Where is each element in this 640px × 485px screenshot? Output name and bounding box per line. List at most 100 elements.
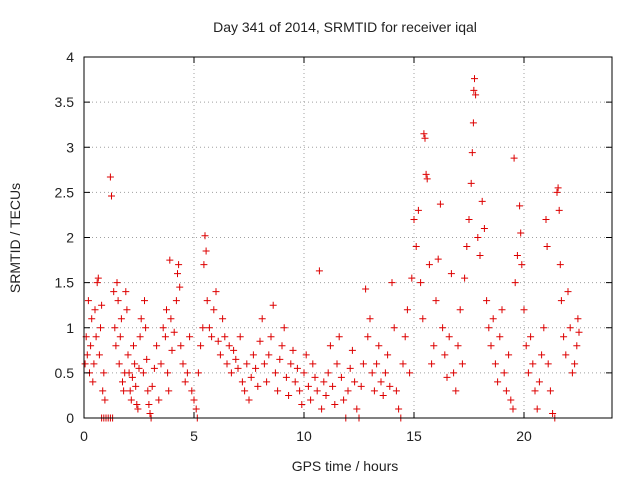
data-point xyxy=(373,360,381,368)
data-point xyxy=(123,306,131,314)
data-point xyxy=(560,333,568,341)
data-point xyxy=(97,324,104,332)
data-point xyxy=(254,382,262,390)
data-point xyxy=(556,261,564,269)
data-point xyxy=(471,75,478,83)
data-point xyxy=(177,342,185,350)
data-point xyxy=(470,86,478,94)
data-point xyxy=(93,279,101,287)
data-point xyxy=(89,378,97,386)
data-point xyxy=(573,342,581,350)
data-point xyxy=(370,387,378,395)
data-point xyxy=(247,373,255,381)
data-point xyxy=(408,274,416,282)
data-point xyxy=(115,360,123,368)
data-point xyxy=(375,342,383,350)
data-point xyxy=(331,400,339,408)
data-point xyxy=(108,192,115,200)
data-point xyxy=(164,369,172,377)
data-point xyxy=(165,387,173,395)
data-point xyxy=(511,279,519,287)
data-point xyxy=(293,364,301,372)
data-point xyxy=(113,279,121,287)
y-tick-label: 3.5 xyxy=(55,94,75,110)
data-point xyxy=(496,333,504,341)
data-point xyxy=(419,315,427,323)
data-point xyxy=(252,364,260,372)
data-point xyxy=(150,364,158,372)
x-axis-title: GPS time / hours xyxy=(292,458,399,474)
data-point xyxy=(227,369,235,377)
data-point xyxy=(318,405,326,413)
data-point xyxy=(445,333,453,341)
data-point xyxy=(99,387,107,395)
data-point xyxy=(422,170,430,178)
data-point xyxy=(110,288,118,296)
data-point xyxy=(88,315,96,323)
data-point xyxy=(575,328,583,336)
y-tick-label: 1 xyxy=(66,320,74,336)
data-point xyxy=(423,175,431,183)
data-point xyxy=(527,333,535,341)
data-point xyxy=(468,149,476,157)
data-point xyxy=(202,247,210,255)
data-point xyxy=(474,234,482,241)
data-point xyxy=(219,315,227,323)
data-point xyxy=(309,360,317,368)
data-point xyxy=(166,256,174,264)
data-point xyxy=(117,315,125,323)
data-point xyxy=(163,306,170,314)
data-point xyxy=(258,315,266,323)
data-point xyxy=(192,405,200,413)
x-tick-label: 20 xyxy=(516,428,532,444)
data-point xyxy=(311,373,319,381)
data-point xyxy=(141,297,148,305)
data-point xyxy=(403,306,411,314)
data-point xyxy=(285,391,293,399)
data-point xyxy=(469,119,477,127)
data-point xyxy=(456,306,464,314)
data-point xyxy=(190,396,198,404)
y-tick-label: 2 xyxy=(66,230,74,246)
data-point xyxy=(186,333,194,341)
data-point xyxy=(232,355,240,363)
data-point xyxy=(425,261,433,269)
data-point xyxy=(91,306,99,314)
data-point xyxy=(230,346,238,354)
data-point xyxy=(199,324,207,332)
data-point xyxy=(351,378,359,386)
data-point xyxy=(238,378,246,386)
data-point xyxy=(557,297,565,305)
data-point xyxy=(467,179,475,187)
data-point xyxy=(179,360,187,368)
data-point xyxy=(414,206,422,214)
data-point xyxy=(307,396,315,404)
data-point xyxy=(546,387,554,395)
data-point xyxy=(529,360,537,368)
data-point xyxy=(134,405,142,413)
data-point xyxy=(531,387,539,395)
data-point xyxy=(553,188,561,196)
data-point xyxy=(574,315,582,323)
data-point xyxy=(533,405,541,413)
data-point xyxy=(128,373,136,381)
data-point xyxy=(315,267,323,275)
data-point xyxy=(465,215,473,223)
data-point xyxy=(157,360,165,368)
data-point xyxy=(282,373,290,381)
data-point xyxy=(153,342,161,350)
data-point xyxy=(386,382,394,390)
data-point xyxy=(249,351,257,359)
data-point xyxy=(502,387,510,395)
y-tick-label: 2.5 xyxy=(55,184,75,200)
y-tick-label: 0 xyxy=(66,410,74,426)
data-point xyxy=(368,369,376,377)
data-point xyxy=(137,315,145,323)
data-point xyxy=(148,382,156,390)
data-point xyxy=(487,342,495,350)
data-point xyxy=(101,396,109,404)
data-point xyxy=(517,229,525,237)
data-point xyxy=(566,324,574,332)
